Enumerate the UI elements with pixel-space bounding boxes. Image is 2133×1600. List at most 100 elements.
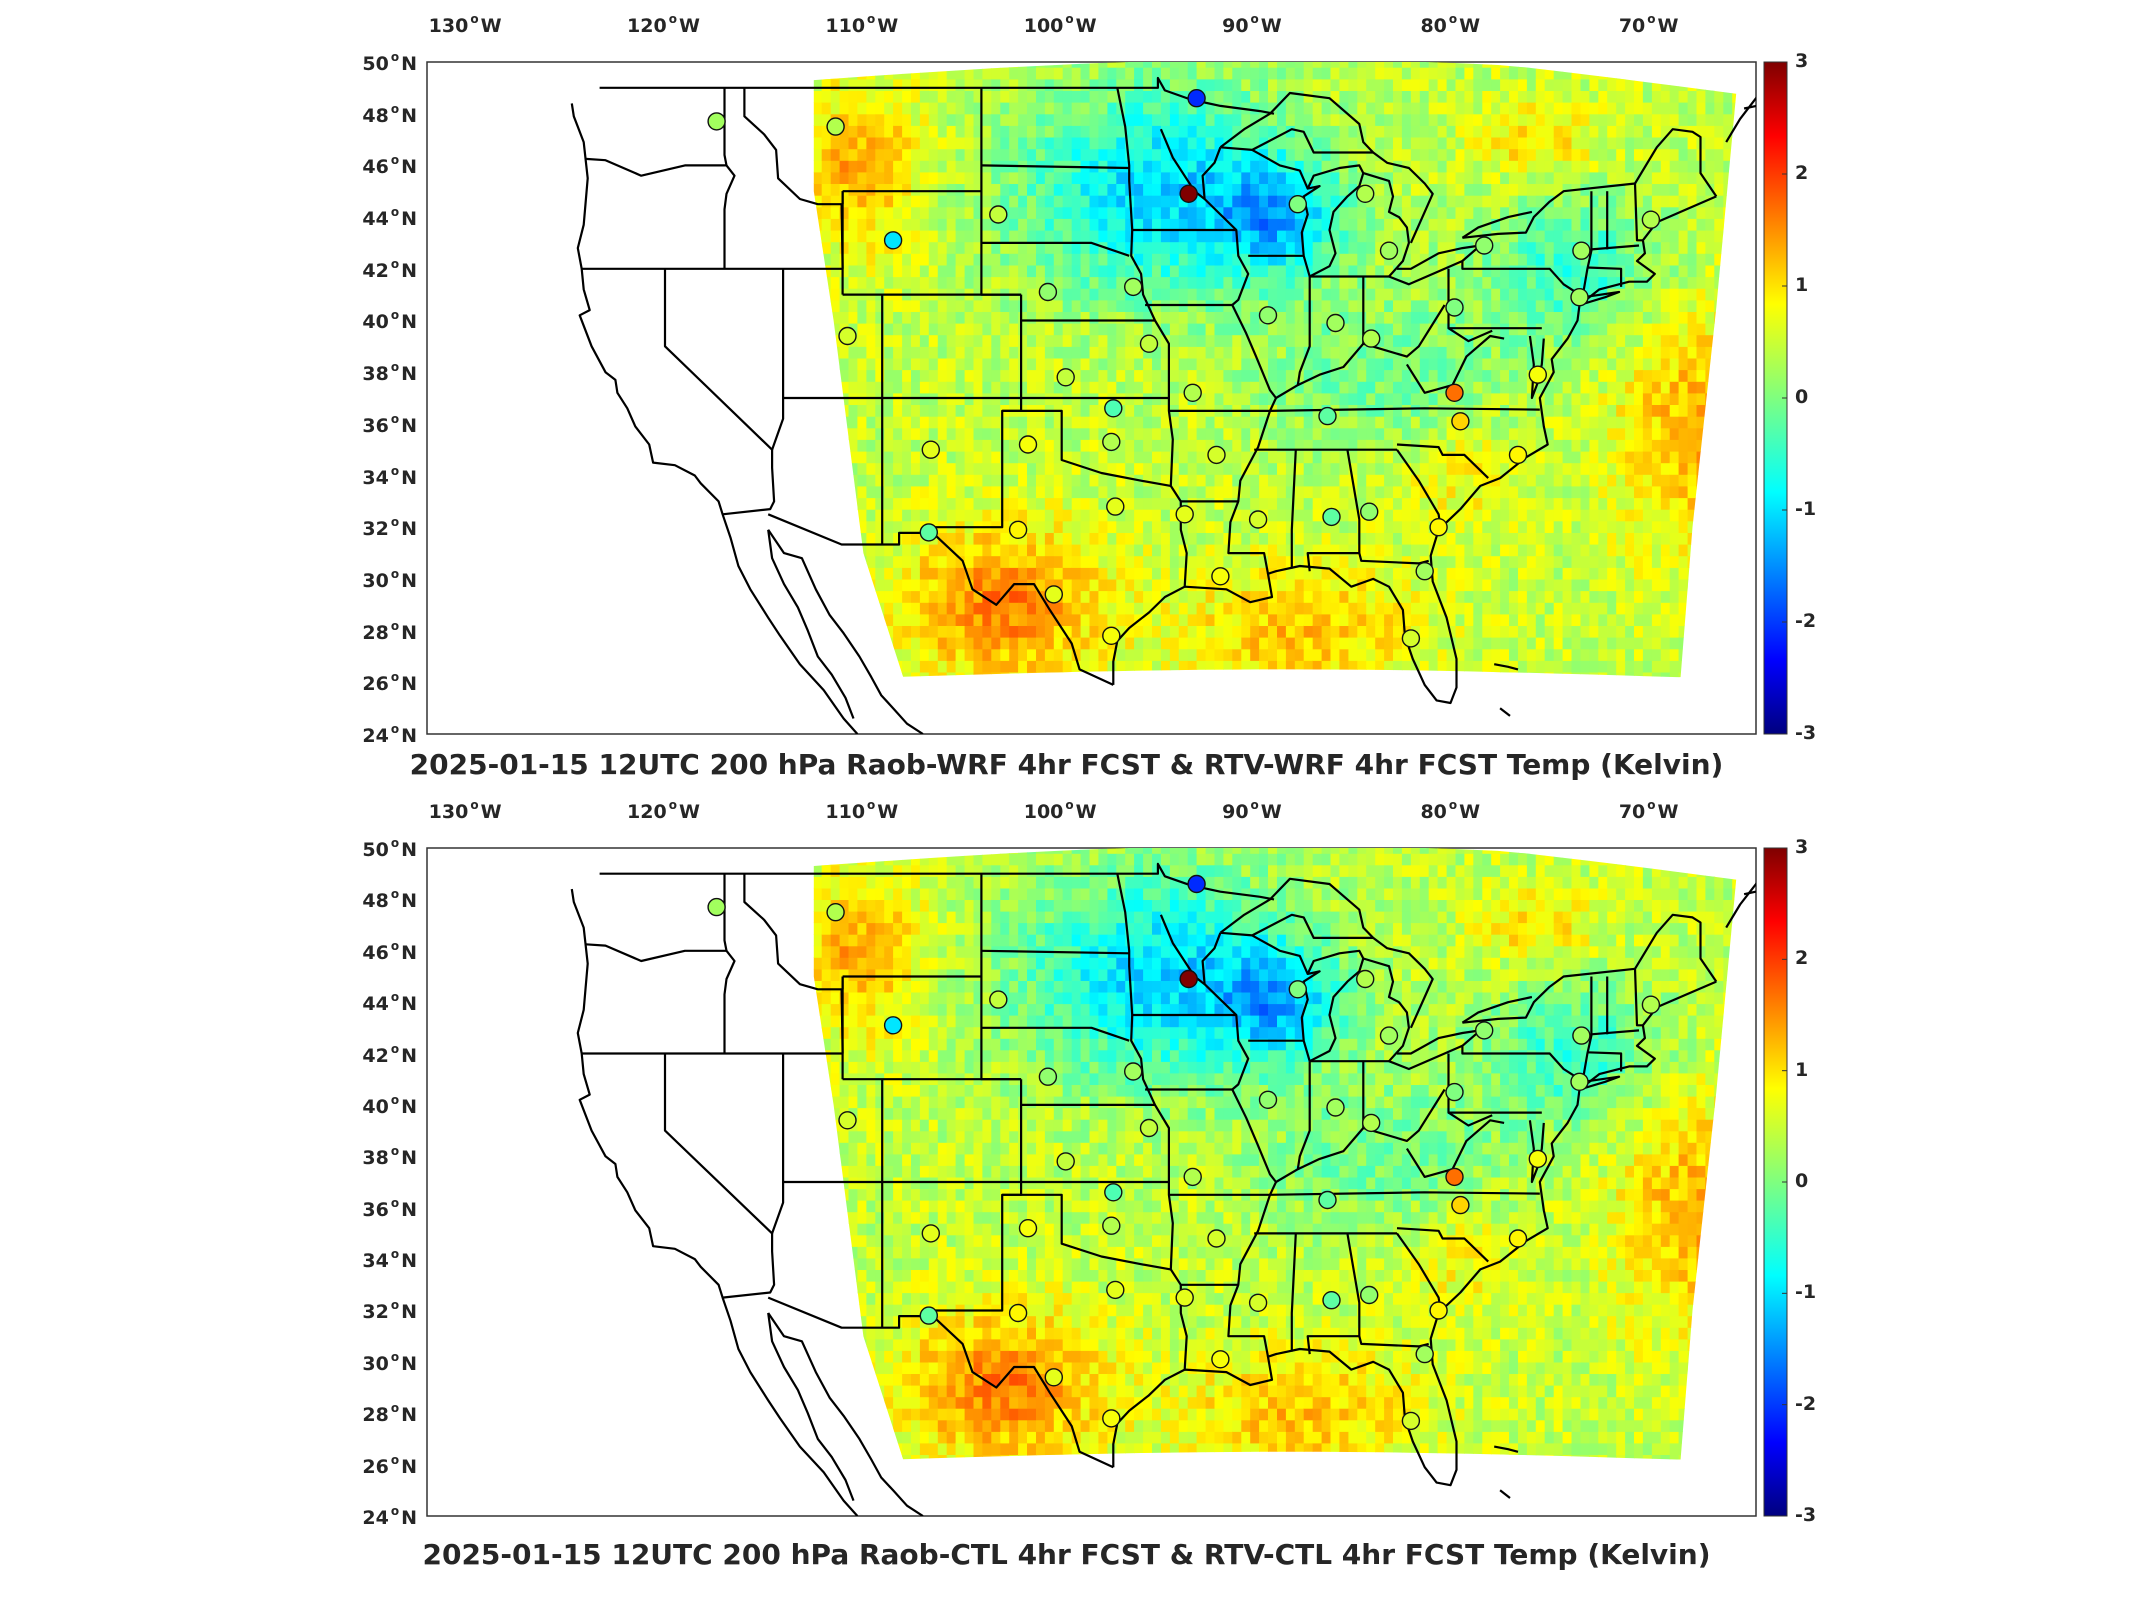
raob-station-marker — [1106, 1280, 1125, 1300]
longitude-tick-label: 80 o W — [1420, 12, 1481, 37]
raob-station-marker — [1401, 629, 1421, 648]
raob-station-marker — [1401, 1411, 1421, 1431]
raob-station-marker — [1326, 1098, 1345, 1117]
latitude-tick-label: 42 o N — [362, 1041, 417, 1067]
colorbar-tick-label: -1 — [1795, 498, 1817, 520]
latitude-tick-label: 42 o N — [362, 256, 417, 282]
boundary-line — [1405, 334, 1505, 394]
raob-station-marker — [1187, 874, 1206, 894]
boundary-line — [1528, 1120, 1545, 1184]
latitude-tick-label: 44 o N — [362, 990, 417, 1016]
raob-station-marker — [1038, 282, 1058, 302]
longitude-tick-label: 120 o W — [627, 12, 700, 37]
boundary-line — [1493, 1445, 1519, 1453]
raob-station-marker — [1641, 210, 1661, 229]
boundary-line — [1300, 949, 1365, 1063]
boundary-line — [1582, 976, 1593, 1077]
boundary-line — [771, 1053, 785, 1234]
boundary-line — [767, 513, 933, 546]
boundary-line — [932, 1315, 1114, 1469]
raob-station-marker — [1641, 995, 1661, 1014]
temperature-field — [813, 62, 1737, 678]
colorbar-tick-label: -2 — [1795, 610, 1817, 632]
boundary-line — [1743, 104, 1756, 110]
boundary-line — [570, 888, 859, 1516]
boundary-line — [1499, 1489, 1511, 1499]
longitude-tick-label: 90 o W — [1222, 12, 1282, 37]
boundary-line — [981, 1026, 1130, 1042]
map-panel-ctl: 130 o W 120 o W 110 o W 100 o W 90 o W 80 o W 70 o W 50 o N 48 o… — [0, 790, 2133, 1580]
latitude-tick-label: 40 o N — [362, 1092, 417, 1118]
boundary-line — [1219, 877, 1375, 939]
boundary-line — [585, 943, 727, 963]
boundary-line — [767, 1312, 855, 1501]
raob-station-marker — [1570, 1072, 1589, 1091]
raob-stations — [707, 88, 1661, 648]
boundary-line — [1633, 183, 1643, 242]
raob-station-marker — [1429, 518, 1448, 537]
longitude-tick-label: 100 o W — [1023, 798, 1097, 823]
raob-station-marker — [1175, 1288, 1194, 1307]
raob-station-marker — [1572, 1026, 1591, 1045]
boundary-line — [1743, 890, 1756, 896]
latitude-tick-label: 44 o N — [362, 205, 417, 231]
boundary-line — [1582, 191, 1593, 293]
raob-station-marker — [1102, 432, 1121, 452]
raob-station-marker — [1248, 510, 1268, 529]
raob-station-marker — [1139, 334, 1159, 353]
boundary-line — [1002, 409, 1171, 487]
longitude-tick-label: 110 o W — [825, 12, 899, 37]
boundary-line — [1461, 210, 1533, 239]
raob-station-marker — [1445, 1082, 1464, 1102]
boundary-line — [1591, 1029, 1640, 1036]
boundary-line — [1306, 1233, 1361, 1355]
map-panel-wrf: 130 o W 120 o W 110 o W 100 o W 90 o W 80 o W 70 o W 50 o N 48 o… — [0, 0, 2133, 790]
colorbar-tick-label: -3 — [1795, 722, 1817, 744]
raob-station-marker — [989, 205, 1008, 224]
raob-station-marker — [1359, 502, 1379, 521]
raob-station-marker — [826, 902, 845, 922]
boundary-line — [1300, 164, 1365, 278]
raob-station-marker — [1288, 980, 1308, 999]
raob-station-marker — [1288, 194, 1308, 214]
raob-station-marker — [1207, 445, 1226, 465]
boundary-line — [981, 949, 1130, 955]
raob-station-marker — [1318, 1190, 1337, 1210]
boundary-line — [1579, 1075, 1621, 1091]
raob-station-marker — [1445, 298, 1464, 317]
colorbar-tick-label: 1 — [1795, 1058, 1809, 1081]
panel-title: 2025-01-15 12UTC 200 hPa Raob-CTL 4hr FC… — [422, 1538, 1711, 1571]
raob-station-marker — [883, 1016, 903, 1035]
raob-station-marker — [1361, 329, 1381, 348]
raob-station-marker — [1474, 1021, 1494, 1040]
boundary-line — [743, 87, 844, 269]
latitude-tick-label: 32 o N — [362, 515, 417, 541]
raob-station-marker — [1322, 1291, 1341, 1310]
boundary-line — [771, 268, 785, 451]
raob-station-marker — [1258, 1090, 1278, 1109]
raob-station-marker — [1179, 969, 1198, 989]
raob-station-marker — [1044, 585, 1064, 604]
raob-station-marker — [1139, 1118, 1159, 1138]
state-boundaries — [570, 76, 1756, 734]
raob-station-marker — [1451, 1195, 1470, 1215]
boundary-line — [1159, 914, 1278, 1357]
boundary-line — [1634, 128, 1718, 198]
latitude-tick-label: 24 o N — [362, 1504, 417, 1529]
raob-station-marker — [919, 1306, 938, 1325]
raob-station-marker — [1508, 445, 1528, 465]
raob-station-marker — [1102, 1216, 1121, 1235]
latitude-tick-label: 50 o N — [362, 836, 417, 861]
boundary-line — [980, 87, 1022, 296]
boundary-line — [1372, 937, 1434, 1029]
latitude-tick-label: 30 o N — [362, 566, 417, 592]
boundary-line — [980, 873, 1022, 1081]
boundary-line — [1362, 957, 1411, 1062]
latitude-tick-label: 50 o N — [362, 50, 417, 75]
raob-station-marker — [1038, 1067, 1058, 1086]
boundary-line — [570, 103, 859, 734]
latitude-tick-label: 36 o N — [362, 411, 417, 437]
latitude-tick-label: 28 o N — [362, 618, 417, 644]
boundary-line — [743, 873, 844, 1054]
raob-station-marker — [1183, 1167, 1202, 1187]
